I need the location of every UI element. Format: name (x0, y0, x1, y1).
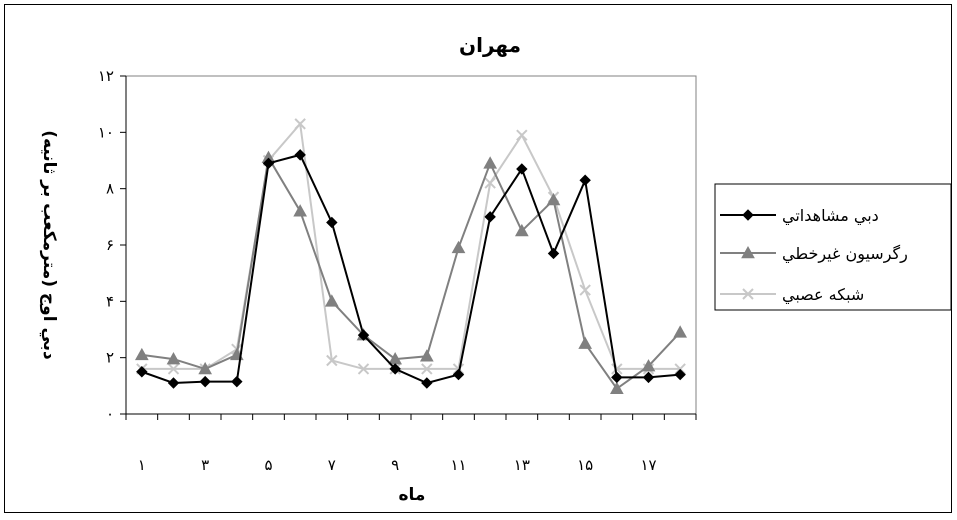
data-point (642, 371, 655, 384)
data-point (674, 368, 686, 381)
data-point (611, 371, 623, 384)
data-point (484, 177, 496, 189)
data-point (579, 284, 591, 296)
x-tick-label: ۱۷ (640, 456, 656, 474)
series-line (141, 154, 681, 391)
data-point (294, 149, 306, 161)
x-tick-label: ۵ (264, 456, 272, 474)
plot-area (125, 75, 697, 415)
data-point (579, 174, 591, 186)
legend-marker (742, 288, 754, 300)
x-tick-label: ۳ (201, 456, 209, 474)
x-axis: ۱ ۳ ۵ ۷ ۹ ۱۱ ۱۳ ۱۵ ۱۷ (125, 413, 697, 474)
series-2 (134, 150, 688, 394)
data-point (324, 294, 339, 307)
legend-marker (742, 209, 754, 221)
data-point (484, 211, 496, 223)
data-point (516, 163, 528, 175)
data-point (514, 223, 529, 237)
y-axis-label: دبي اوج (مترمكعب بر ثانيه) (39, 130, 59, 360)
data-point (452, 368, 465, 381)
legend-label: شبكه عصبي (782, 285, 864, 305)
data-point (294, 118, 306, 130)
series-layer (134, 118, 688, 394)
x-tick-label: ۹ (391, 456, 399, 474)
data-point (578, 336, 593, 349)
data-point (167, 377, 180, 389)
x-tick-label: ۱۳ (514, 456, 530, 474)
data-point (421, 377, 433, 389)
y-tick-label: ۱۲ (98, 67, 114, 85)
data-point (641, 359, 656, 372)
x-tick-label: ۱ (138, 456, 146, 474)
legend-label: رگرسيون غيرخطي (782, 244, 908, 264)
data-point (547, 247, 560, 260)
data-point (167, 363, 180, 375)
data-point (421, 363, 433, 375)
x-tick-label: ۱۵ (577, 456, 593, 474)
y-tick-label: ۱۰ (98, 123, 114, 141)
legend: دبي مشاهداتي رگرسيون غيرخطي شبكه عصبي (714, 183, 952, 311)
data-point (483, 156, 498, 169)
y-tick-label: ۰ (106, 405, 114, 423)
y-tick-label: ۸ (106, 180, 114, 198)
data-point (134, 347, 149, 361)
series-line (141, 121, 681, 370)
data-point (389, 363, 401, 375)
data-point (673, 325, 688, 338)
x-axis-label: ماه (399, 485, 426, 505)
data-point (231, 375, 243, 388)
data-point (419, 349, 434, 362)
legend-box (714, 183, 952, 311)
data-point (357, 329, 370, 341)
y-axis: ۰ ۲ ۴ ۶ ۸ ۱۰ ۱۲ (98, 67, 127, 423)
data-point (326, 216, 338, 229)
series-1 (136, 149, 686, 389)
data-point (136, 366, 148, 378)
x-tick-label: ۱۱ (450, 456, 466, 474)
data-point (516, 129, 528, 141)
data-point (293, 204, 308, 217)
data-point (198, 361, 213, 375)
data-point (609, 381, 624, 394)
x-tick-label: ۷ (328, 456, 336, 474)
data-point (357, 363, 370, 375)
legend-entry: رگرسيون غيرخطي (720, 244, 908, 264)
data-point (199, 375, 211, 388)
chart-title: مهران (459, 33, 521, 57)
y-tick-label: ۴ (106, 292, 114, 310)
data-point (166, 352, 181, 365)
legend-label: دبي مشاهداتي (782, 206, 879, 226)
y-tick-label: ۲ (106, 349, 114, 367)
legend-marker (741, 245, 755, 259)
legend-entry: دبي مشاهداتي (720, 206, 879, 226)
data-point (262, 157, 275, 170)
data-point (546, 192, 561, 206)
data-point (611, 363, 623, 375)
series-3 (136, 118, 686, 375)
data-point (326, 354, 338, 367)
legend-entry: شبكه عصبي (720, 285, 864, 305)
data-point (451, 240, 466, 254)
y-tick-label: ۶ (106, 236, 114, 254)
